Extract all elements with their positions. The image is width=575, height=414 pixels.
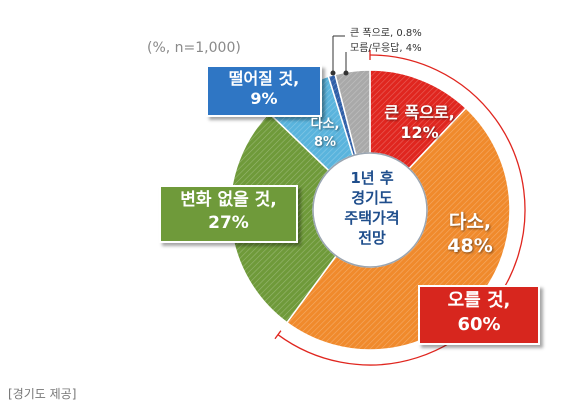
fall-group-callout: 떨어질 것, 9% bbox=[206, 65, 322, 117]
slice-label-small-fall-value: 8% bbox=[313, 135, 337, 150]
fall-group-value: 9% bbox=[250, 89, 278, 108]
no-change-value: 27% bbox=[208, 213, 249, 233]
small-slice-legend: 큰 폭으로, 0.8% 모름/무응답, 4% bbox=[350, 26, 422, 56]
slice-label-small-rise-value: 48% bbox=[447, 235, 493, 257]
fall-group-label: 떨어질 것, bbox=[228, 69, 300, 88]
slice-label-big-rise: 큰 폭으로, 12% bbox=[372, 103, 467, 143]
unit-note: (%, n=1,000) bbox=[147, 40, 241, 56]
center-title-line-1: 1년 후 bbox=[350, 169, 394, 187]
legend-entry-no-answer: 모름/무응답, 4% bbox=[350, 43, 422, 54]
source-note: [경기도 제공] bbox=[8, 387, 77, 401]
slice-label-small-fall: 다소, 8% bbox=[300, 116, 350, 152]
legend-leader-2-dot bbox=[343, 70, 349, 76]
center-title: 1년 후 경기도 주택가격 전망 bbox=[320, 168, 424, 248]
legend-entry-big-fall: 큰 폭으로, 0.8% bbox=[350, 28, 422, 39]
slice-label-small-rise: 다소, 48% bbox=[430, 210, 510, 258]
rise-group-value: 60% bbox=[457, 314, 501, 335]
center-title-line-4: 전망 bbox=[358, 229, 386, 247]
no-change-callout: 변화 없을 것, 27% bbox=[159, 185, 298, 243]
slice-no-answer-hatch bbox=[335, 70, 370, 155]
slice-label-big-rise-text: 큰 폭으로, bbox=[384, 103, 455, 122]
slice-label-small-rise-text: 다소, bbox=[448, 211, 492, 233]
slice-big-rise-hatch bbox=[370, 70, 466, 169]
rise-bracket-tick-end bbox=[274, 330, 282, 340]
center-title-line-2: 경기도 bbox=[351, 189, 393, 207]
center-disc bbox=[312, 152, 428, 268]
slice-label-small-fall-text: 다소, bbox=[310, 117, 340, 132]
rise-group-callout: 오를 것, 60% bbox=[418, 285, 540, 345]
rise-group-label: 오를 것, bbox=[447, 290, 511, 311]
center-title-line-3: 주택가격 bbox=[344, 209, 400, 227]
slice-label-big-rise-value: 12% bbox=[400, 123, 439, 142]
no-change-label: 변화 없을 것, bbox=[180, 190, 277, 210]
slice-big-fall-hatch bbox=[328, 74, 356, 156]
legend-leader-1-dot bbox=[330, 70, 336, 76]
rise-bracket-arc bbox=[277, 54, 526, 366]
